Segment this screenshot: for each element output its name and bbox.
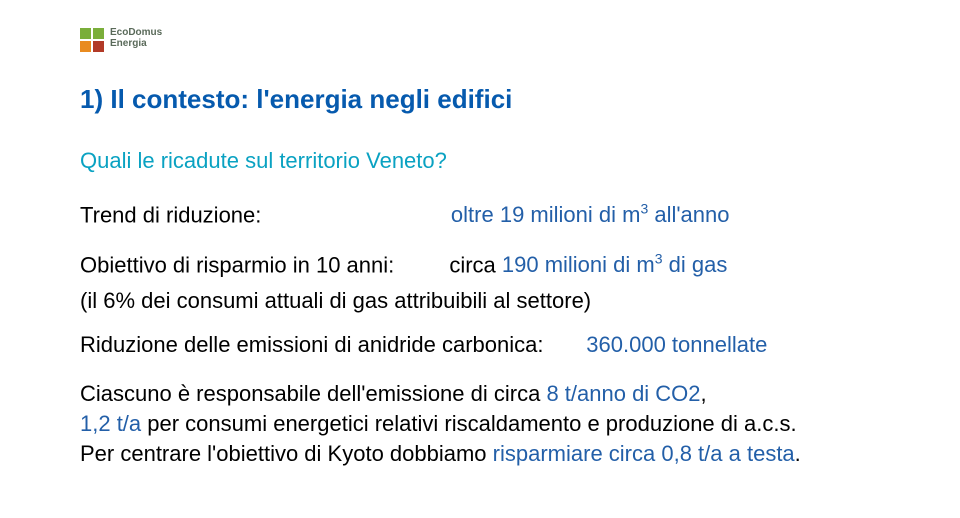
page-subtitle: Quali le ricadute sul territorio Veneto? [80,148,447,174]
trend-label: Trend di riduzione: [80,202,261,227]
trend-row: Trend di riduzione: oltre 19 milioni di … [80,200,900,230]
riduzione-row: Riduzione delle emissioni di anidride ca… [80,330,900,360]
logo-square-icon [80,41,91,52]
obiettivo-row: Obiettivo di risparmio in 10 anni: circa… [80,250,900,280]
logo-mark [80,28,104,52]
paragraph: Ciascuno è responsabile dell'emissione d… [80,379,900,468]
body: Trend di riduzione: oltre 19 milioni di … [80,200,900,474]
obiettivo-note: (il 6% dei consumi attuali di gas attrib… [80,286,900,316]
obiettivo-label: Obiettivo di risparmio in 10 anni: [80,252,394,277]
riduzione-label: Riduzione delle emissioni di anidride ca… [80,332,543,357]
logo-square-icon [93,28,104,39]
logo-text: EcoDomus Energia [110,27,162,49]
logo-line1: EcoDomus [110,27,162,38]
logo-line2: Energia [110,38,162,49]
logo-square-icon [93,41,104,52]
obiettivo-value: circa 190 milioni di m3 di gas [449,252,727,277]
riduzione-value: 360.000 tonnellate [586,332,767,357]
page-title: 1) Il contesto: l'energia negli edifici [80,84,512,115]
logo: EcoDomus Energia [80,28,162,52]
slide: EcoDomus Energia 1) Il contesto: l'energ… [0,0,960,518]
trend-value: oltre 19 milioni di m3 all'anno [451,202,730,227]
logo-square-icon [80,28,91,39]
